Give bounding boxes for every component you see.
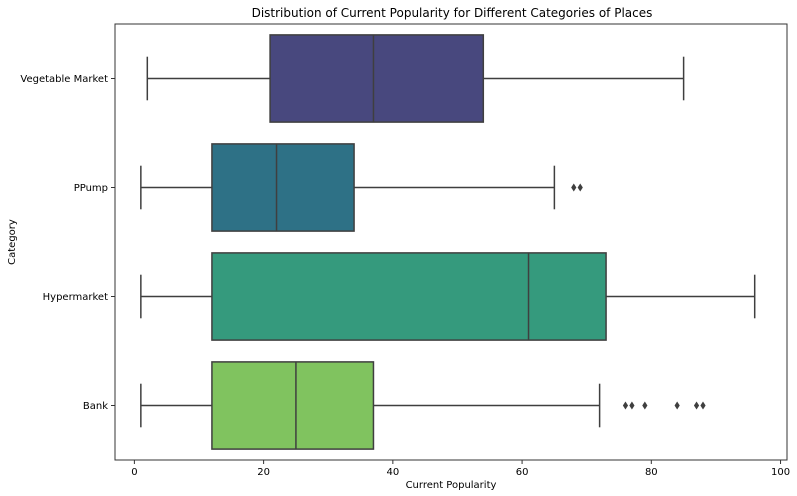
y-tick-label: Vegetable Market (20, 74, 108, 85)
outlier-point (577, 183, 583, 192)
y-tick-label: Hypermarket (43, 292, 108, 303)
outlier-point (642, 401, 648, 410)
outlier-point (629, 401, 635, 410)
chart-title: Distribution of Current Popularity for D… (252, 6, 653, 20)
y-tick-label: PPump (74, 183, 108, 194)
y-tick-label: Bank (83, 401, 108, 412)
outlier-point (674, 401, 680, 410)
outlier-point (700, 401, 706, 410)
x-axis: 0 20 40 60 80 100 (131, 460, 790, 478)
x-axis-label: Current Popularity (406, 480, 497, 491)
box-iqr (269, 34, 485, 123)
y-axis: Vegetable Market PPump Hypermarket Bank (20, 74, 115, 412)
outlier-point (622, 401, 629, 410)
x-tick-label: 40 (386, 467, 399, 478)
box-iqr (211, 143, 355, 232)
x-tick-label: 0 (131, 467, 137, 478)
box-iqr (211, 361, 375, 450)
plot-frame (114, 23, 788, 461)
box-group-hypermarket (140, 252, 756, 341)
box-group-ppump (140, 143, 583, 232)
box-iqr (211, 252, 607, 341)
plot-area (140, 34, 756, 450)
box-group-bank (140, 361, 706, 450)
x-tick-label: 80 (645, 467, 658, 478)
x-tick-label: 60 (516, 467, 529, 478)
x-tick-label: 100 (771, 467, 790, 478)
x-tick-label: 20 (257, 467, 270, 478)
outlier-point (571, 183, 577, 192)
box-group-vegetable-market (146, 34, 685, 123)
outlier-point (693, 401, 700, 410)
y-axis-label: Category (7, 219, 18, 265)
